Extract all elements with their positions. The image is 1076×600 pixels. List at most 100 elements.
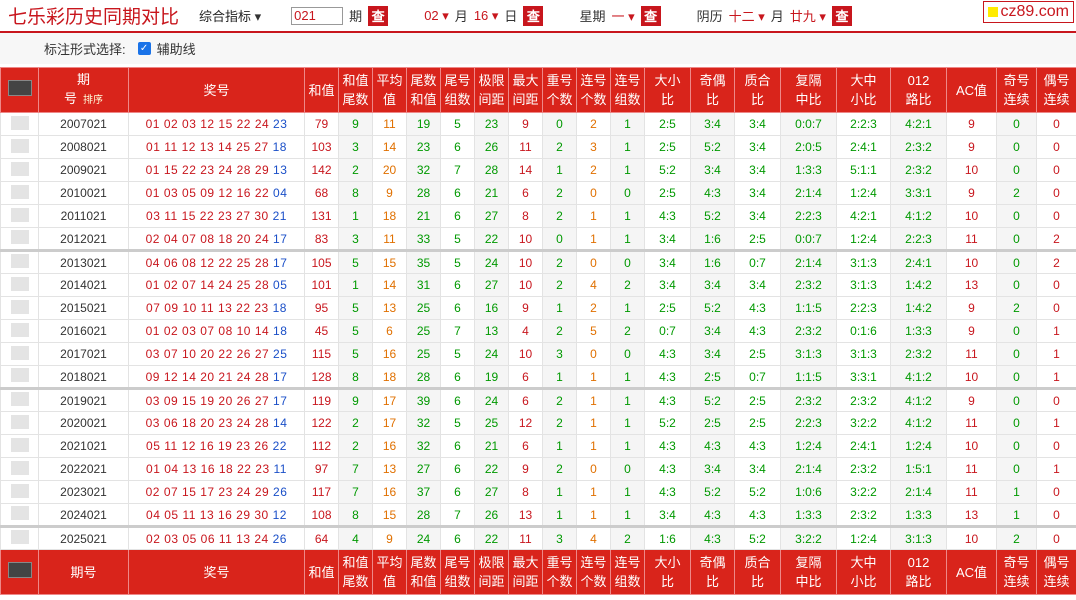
issue-cell: 2020021 bbox=[38, 411, 129, 435]
ball: 22 bbox=[218, 255, 233, 270]
issue-input[interactable]: 021 bbox=[291, 6, 344, 25]
stat-cell: 9 bbox=[372, 181, 407, 205]
stat-cell: 1:2:4 bbox=[780, 434, 837, 458]
lunar-month-select[interactable]: 十二 bbox=[729, 6, 765, 25]
ball: 07 bbox=[182, 278, 197, 292]
column-header: 012 路比 bbox=[890, 549, 947, 595]
stat-cell: 2 bbox=[576, 112, 611, 136]
stat-cell: 8 bbox=[508, 204, 543, 228]
stat-cell: 2:3:2 bbox=[836, 387, 891, 412]
column-header: 大小比 bbox=[644, 67, 691, 113]
stat-cell: 0 bbox=[1036, 135, 1076, 159]
stat-cell: 6 bbox=[440, 181, 475, 205]
ball: 11 bbox=[164, 209, 178, 223]
checkbox[interactable]: ✓ bbox=[137, 42, 151, 55]
column-header-text: 个数 bbox=[546, 574, 573, 589]
stat-cell: 1 bbox=[996, 480, 1037, 504]
stat-cell: 26 bbox=[474, 503, 509, 527]
special-ball: 18 bbox=[272, 140, 287, 154]
ball: 20 bbox=[236, 231, 251, 246]
stat-cell: 4:3 bbox=[690, 503, 735, 527]
ball: 27 bbox=[254, 393, 270, 408]
query-button[interactable]: 查 bbox=[368, 5, 389, 26]
column-header: 奇号 连续 bbox=[996, 67, 1037, 113]
special-ball: 05 bbox=[273, 278, 288, 292]
stat-cell: 2:5 bbox=[644, 135, 691, 159]
query-button[interactable]: 查 bbox=[831, 5, 852, 26]
stat-cell: 4:3 bbox=[734, 319, 781, 343]
column-header-text: 组数 bbox=[444, 92, 471, 107]
stat-cell: 1:2:4 bbox=[890, 434, 947, 458]
row-icon bbox=[0, 227, 39, 251]
logo[interactable]: cz89.com bbox=[982, 1, 1074, 23]
month-select[interactable]: 02 bbox=[424, 8, 449, 24]
stat-cell: 2:5 bbox=[734, 387, 781, 412]
row-icon bbox=[0, 480, 39, 504]
stat-cell: 1 bbox=[542, 158, 577, 182]
ball: 27 bbox=[254, 347, 270, 361]
stat-cell: 27 bbox=[474, 480, 509, 504]
ball: 09 bbox=[145, 369, 160, 384]
stat-cell: 28 bbox=[406, 181, 441, 205]
lunar-month-unit: 月 bbox=[770, 9, 784, 24]
ball: 07 bbox=[163, 347, 179, 361]
ball: 07 bbox=[146, 301, 161, 315]
stat-cell: 5:2 bbox=[690, 387, 735, 412]
column-header-text: 奇号 bbox=[1003, 73, 1030, 88]
stat-cell: 4:3 bbox=[734, 434, 781, 458]
weekday-select[interactable]: 一 bbox=[611, 6, 634, 25]
query-button[interactable]: 查 bbox=[640, 5, 661, 26]
column-header-text: 期 bbox=[76, 72, 90, 88]
issue-cell: 2025021 bbox=[38, 525, 129, 550]
stat-cell: 8 bbox=[508, 480, 543, 504]
stat-cell: 6 bbox=[440, 204, 475, 228]
stat-cell: 0 bbox=[996, 227, 1037, 251]
lunar-day-select[interactable]: 廿九 bbox=[790, 6, 826, 25]
stat-cell: 5 bbox=[440, 411, 475, 435]
stat-cell: 2 bbox=[542, 387, 577, 412]
stat-cell: 1 bbox=[610, 296, 645, 320]
stat-cell: 6 bbox=[508, 181, 543, 205]
ball: 22 bbox=[199, 209, 215, 223]
column-header-text: 奇偶 bbox=[699, 555, 726, 570]
day-select[interactable]: 16 bbox=[474, 8, 499, 24]
stat-cell: 0 bbox=[996, 342, 1037, 366]
stat-cell: 0 bbox=[996, 434, 1037, 458]
stat-cell: 2 bbox=[1036, 227, 1076, 251]
column-header-text: 间距 bbox=[512, 92, 539, 107]
stat-cell: 3:4 bbox=[690, 319, 735, 343]
sort-toggle[interactable]: 排序 bbox=[83, 94, 103, 106]
ball: 23 bbox=[255, 462, 270, 476]
stat-cell: 10 bbox=[946, 249, 997, 274]
query-button[interactable]: 查 bbox=[523, 5, 544, 26]
stat-cell: 21 bbox=[474, 434, 509, 458]
stat-cell: 11 bbox=[946, 411, 997, 435]
column-header: 期号 bbox=[38, 549, 129, 595]
stat-cell: 16 bbox=[372, 480, 407, 504]
stat-cell: 5 bbox=[440, 249, 475, 274]
column-header-text: 小比 bbox=[850, 92, 877, 107]
data-row: 2007021 01 02 03 12 15 22 24 23 79 9 11 19 5 23… bbox=[0, 112, 1076, 136]
stat-cell: 108 bbox=[304, 503, 339, 527]
stat-cell: 1 bbox=[576, 411, 611, 435]
ball: 03 bbox=[163, 186, 179, 200]
column-header-text: 奖号 bbox=[203, 82, 230, 98]
weekday-label: 星期 bbox=[579, 9, 606, 24]
stat-cell: 2:0:5 bbox=[780, 135, 837, 159]
stat-cell: 39 bbox=[406, 387, 441, 412]
indicator-select[interactable]: 综合指标 bbox=[195, 6, 265, 25]
ball: 06 bbox=[163, 255, 179, 270]
stat-cell: 0 bbox=[610, 457, 645, 481]
ball: 25 bbox=[236, 140, 251, 154]
stat-cell: 4:2:1 bbox=[890, 112, 947, 136]
stat-cell: 10 bbox=[946, 365, 997, 389]
stat-cell: 19 bbox=[474, 365, 509, 389]
column-header-text: 最大 bbox=[512, 555, 539, 570]
column-header: 质合比 bbox=[734, 549, 781, 595]
column-header-text: AC值 bbox=[955, 82, 988, 98]
stat-cell: 1 bbox=[542, 503, 577, 527]
stat-cell: 2:2:3 bbox=[836, 112, 891, 136]
stat-cell: 6 bbox=[508, 365, 543, 389]
ball: 01 bbox=[146, 462, 161, 476]
column-header: 012 路比 bbox=[890, 67, 947, 113]
